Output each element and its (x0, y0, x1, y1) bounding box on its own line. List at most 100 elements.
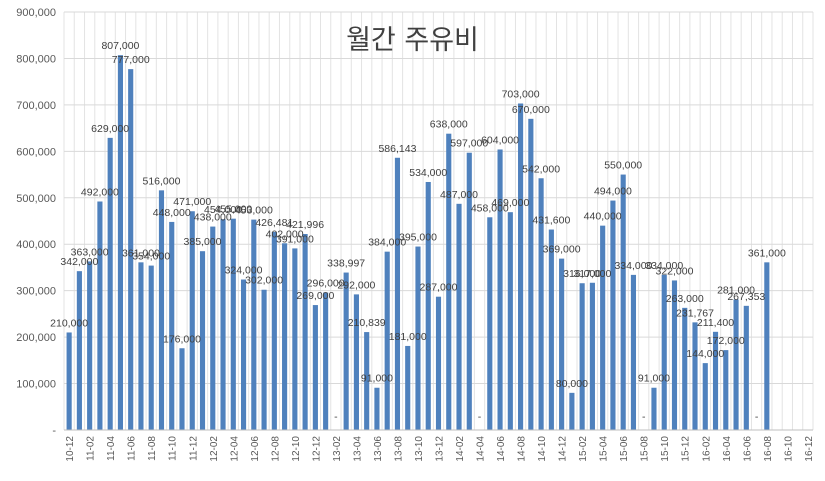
x-tick-label: 10-12 (65, 436, 76, 462)
x-tick-label: 11-10 (168, 436, 179, 461)
data-label: 369,000 (543, 244, 581, 256)
x-tick-label: 16-06 (742, 436, 753, 462)
data-label: 91,000 (361, 373, 393, 385)
data-label: 172,000 (707, 335, 745, 347)
bar (128, 69, 134, 431)
bar (569, 392, 575, 430)
bar (528, 118, 534, 431)
x-tick-label: 15-12 (681, 436, 692, 462)
y-tick-label: 800,000 (16, 53, 56, 65)
data-label: 516,000 (142, 175, 180, 187)
bar (466, 152, 472, 430)
bar (456, 203, 462, 430)
x-tick-label: 14-12 (558, 436, 569, 462)
bar (702, 363, 708, 430)
x-tick-label: 11-02 (86, 436, 97, 461)
data-label: 454,000 (204, 204, 242, 216)
data-label: 210,000 (50, 317, 88, 329)
data-label: 440,000 (584, 211, 622, 223)
data-label: 181,000 (389, 331, 427, 343)
bar (271, 231, 277, 430)
data-label: 431,600 (532, 215, 570, 227)
data-label: 597,000 (450, 138, 488, 150)
bar (323, 292, 329, 430)
data-label: 469,000 (491, 197, 529, 209)
data-label: 338,997 (327, 258, 365, 270)
data-label: 296,000 (307, 278, 345, 290)
data-label: 438,000 (194, 212, 232, 224)
bar (343, 272, 349, 430)
x-tick-label: 15-04 (599, 436, 610, 462)
data-label: 281,000 (717, 284, 755, 296)
bar (425, 181, 431, 430)
data-label: 292,000 (337, 279, 375, 291)
bar (651, 387, 657, 430)
bar (559, 258, 565, 430)
x-tick-label: 13-06 (373, 436, 384, 462)
bar (220, 219, 226, 430)
x-tick-label: 11-04 (106, 436, 117, 461)
data-label: 629,000 (91, 123, 129, 135)
y-tick-label: 600,000 (16, 146, 56, 158)
data-label: 287,000 (420, 282, 458, 294)
bar (446, 133, 452, 430)
bar (179, 348, 185, 430)
data-label: 455,000 (214, 204, 252, 216)
data-label: - (334, 411, 338, 423)
data-label: 334,000 (645, 260, 683, 272)
data-label: 267,353 (727, 291, 765, 303)
x-tick-label: 16-08 (763, 436, 774, 462)
data-label: 211,400 (697, 317, 734, 329)
x-tick-label: 15-10 (660, 436, 671, 462)
x-tick-label: 13-10 (414, 436, 425, 462)
bar (743, 305, 749, 430)
bar (169, 221, 175, 430)
data-label: 391,000 (276, 233, 314, 245)
data-label: - (478, 411, 482, 423)
data-label: 354,000 (132, 251, 170, 263)
bar (405, 345, 411, 430)
bar (733, 299, 739, 430)
bar (435, 296, 442, 430)
data-label: 703,000 (502, 88, 540, 100)
x-tick-label: 14-08 (517, 436, 528, 462)
data-label: 176,000 (163, 333, 201, 345)
bar (292, 248, 298, 430)
bar (97, 201, 103, 430)
bar (518, 103, 524, 431)
x-tick-label: 15-02 (578, 436, 589, 462)
bar (610, 200, 616, 430)
data-label: 342,000 (60, 256, 98, 268)
data-label: 361,000 (122, 247, 160, 259)
y-tick-label: 200,000 (16, 332, 56, 344)
bar (282, 243, 288, 430)
data-label: 144,000 (686, 348, 724, 360)
data-label: 670,000 (512, 104, 550, 116)
bar (210, 226, 216, 430)
data-label: 604,000 (481, 134, 519, 146)
data-label: 426,481 (255, 217, 293, 229)
bars (66, 55, 770, 431)
data-label: 550,000 (604, 160, 642, 172)
x-tick-label: 14-10 (537, 436, 548, 462)
data-label: 453,000 (235, 205, 273, 217)
bar (353, 294, 359, 430)
data-label: 334,000 (614, 260, 652, 272)
x-tick-label: 14-06 (496, 436, 507, 462)
data-label: 542,000 (522, 163, 560, 175)
data-label: - (755, 411, 759, 423)
bar (158, 190, 165, 430)
data-label: 385,000 (184, 236, 222, 248)
y-tick-label: 900,000 (16, 7, 56, 19)
bar (199, 251, 206, 430)
x-tick-label: 14-02 (455, 436, 466, 462)
bar (487, 217, 493, 430)
bar (107, 137, 113, 430)
data-label: 316,000 (563, 268, 601, 280)
x-tick-label: 16-04 (722, 436, 733, 462)
bar (600, 225, 606, 430)
data-label: 231,767 (676, 307, 714, 319)
data-label: 421,996 (286, 219, 324, 231)
bar (312, 305, 318, 430)
